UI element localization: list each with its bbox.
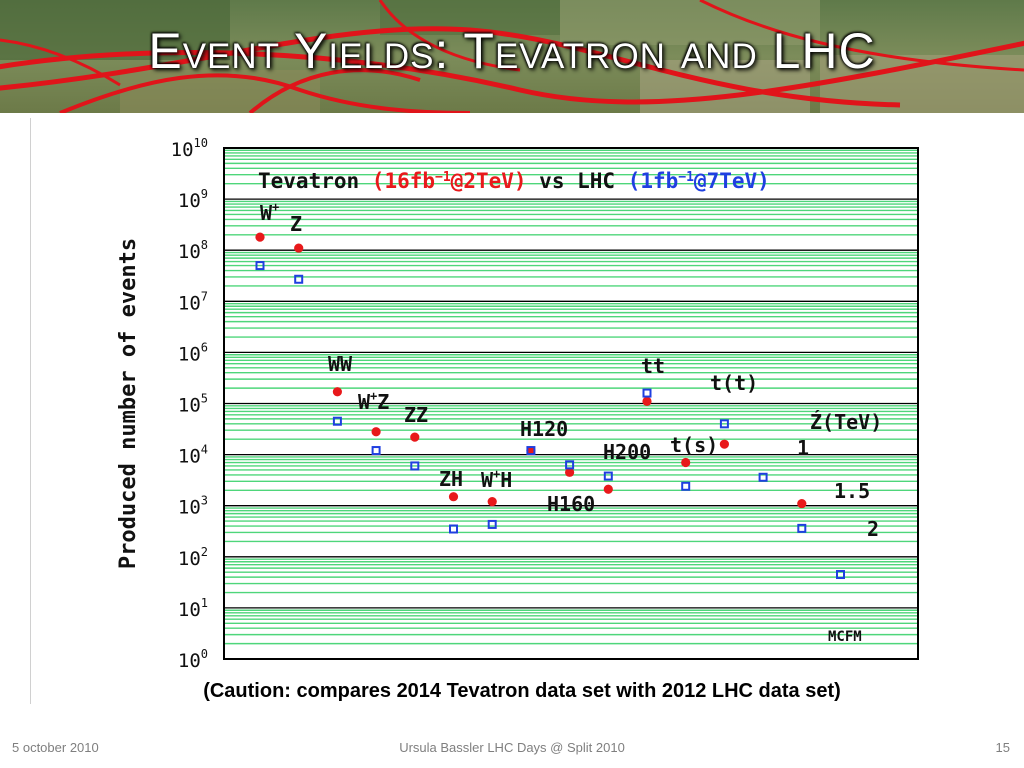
tevatron-point xyxy=(371,427,381,437)
point-label: 1.5 xyxy=(834,479,870,503)
footer-page-number: 15 xyxy=(995,740,1010,755)
point-label: t(t) xyxy=(710,371,758,395)
y-tick-label: 100 xyxy=(178,647,208,672)
legend-lhc-open: (1fb xyxy=(628,169,679,193)
point-label: W+ xyxy=(260,200,279,225)
y-tick-label: 104 xyxy=(178,443,208,468)
lhc-point xyxy=(681,481,691,491)
point-label: 2 xyxy=(867,517,879,541)
point-label: tt xyxy=(641,354,665,378)
lhc-point xyxy=(526,446,536,456)
y-tick-label: 106 xyxy=(178,340,208,365)
legend-lhc-sup: −1 xyxy=(678,170,694,185)
lhc-point xyxy=(642,388,652,398)
tevatron-point xyxy=(332,387,342,397)
lhc-point xyxy=(410,461,420,471)
tevatron-point xyxy=(410,432,420,442)
point-label: H200 xyxy=(603,440,651,464)
y-tick-label: 108 xyxy=(178,238,208,263)
header-banner: Event Yields: Tevatron and LHC xyxy=(0,0,1024,113)
lhc-point xyxy=(449,524,458,534)
footer-presenter: Ursula Bassler LHC Days @ Split 2010 xyxy=(399,740,625,755)
lhc-point xyxy=(603,471,613,481)
mcfm-label: MCFM xyxy=(828,629,862,645)
tevatron-point xyxy=(719,439,730,449)
point-label: W+Z xyxy=(358,389,389,414)
tevatron-point xyxy=(526,445,536,456)
tevatron-point xyxy=(681,457,691,468)
tevatron-point xyxy=(255,232,265,242)
tevatron-point xyxy=(294,243,304,253)
lhc-point xyxy=(758,472,768,482)
legend-tevatron-sup: −1 xyxy=(435,170,451,185)
point-label: ZZ xyxy=(404,403,428,427)
lhc-point xyxy=(487,519,497,529)
y-tick-label: 103 xyxy=(178,494,208,519)
lhc-point xyxy=(565,460,575,470)
point-label: Z xyxy=(290,212,302,236)
chart-legend-title: Tevatron (16fb−1@2TeV) vs LHC (1fb−1@7Te… xyxy=(258,169,770,193)
y-tick-label: 105 xyxy=(178,392,208,417)
point-label: H120 xyxy=(520,417,568,441)
lhc-point xyxy=(836,570,845,580)
legend-prefix: Tevatron xyxy=(258,169,372,193)
legend-middle: vs LHC xyxy=(527,169,628,193)
point-label: 1 xyxy=(797,436,809,460)
point-label: Ź(TeV) xyxy=(810,410,882,434)
tevatron-point xyxy=(448,492,459,502)
plot-frame xyxy=(223,147,919,660)
chart-frame: 100 101 102 103 104 105 106 107 108 109 1010 Produ… xyxy=(30,118,984,704)
point-label: WW xyxy=(328,352,353,376)
data-markers xyxy=(255,232,845,580)
y-tick-label: 109 xyxy=(178,187,208,212)
grid-lines xyxy=(224,147,918,660)
footer-date: 5 october 2010 xyxy=(12,740,99,755)
y-axis-label: Produced number of events xyxy=(116,238,141,569)
lhc-point xyxy=(371,446,381,456)
lhc-point xyxy=(797,523,807,533)
lhc-point xyxy=(255,261,265,271)
slide-title: Event Yields: Tevatron and LHC xyxy=(148,23,876,79)
event-yield-chart: 100 101 102 103 104 105 106 107 108 109 1010 Produ… xyxy=(30,118,984,704)
lhc-point xyxy=(294,274,304,284)
tevatron-point xyxy=(487,497,497,507)
tevatron-point xyxy=(565,467,575,477)
y-tick-label: 102 xyxy=(178,545,208,570)
y-axis-ticks: 100 101 102 103 104 105 106 107 108 109 1010 xyxy=(171,136,208,672)
legend-tevatron-open: (16fb xyxy=(372,169,435,193)
point-label: ZH xyxy=(439,467,463,491)
tevatron-point xyxy=(642,396,652,406)
y-tick-label: 107 xyxy=(178,289,208,314)
aerial-photo-background xyxy=(0,0,1024,113)
point-label: t(s) xyxy=(670,433,718,457)
lhc-point xyxy=(332,416,342,426)
slide-caption: (Caution: compares 2014 Tevatron data se… xyxy=(203,680,841,702)
lhc-point xyxy=(719,419,729,429)
legend-tevatron-close: @2TeV) xyxy=(451,169,527,193)
y-tick-label: 1010 xyxy=(171,136,208,161)
point-label: W+H xyxy=(481,467,512,492)
tevatron-point xyxy=(797,498,807,509)
y-tick-label: 101 xyxy=(178,596,208,621)
tevatron-point xyxy=(603,484,613,494)
legend-lhc-close: @7TeV) xyxy=(694,169,770,193)
point-label: H160 xyxy=(547,492,595,516)
